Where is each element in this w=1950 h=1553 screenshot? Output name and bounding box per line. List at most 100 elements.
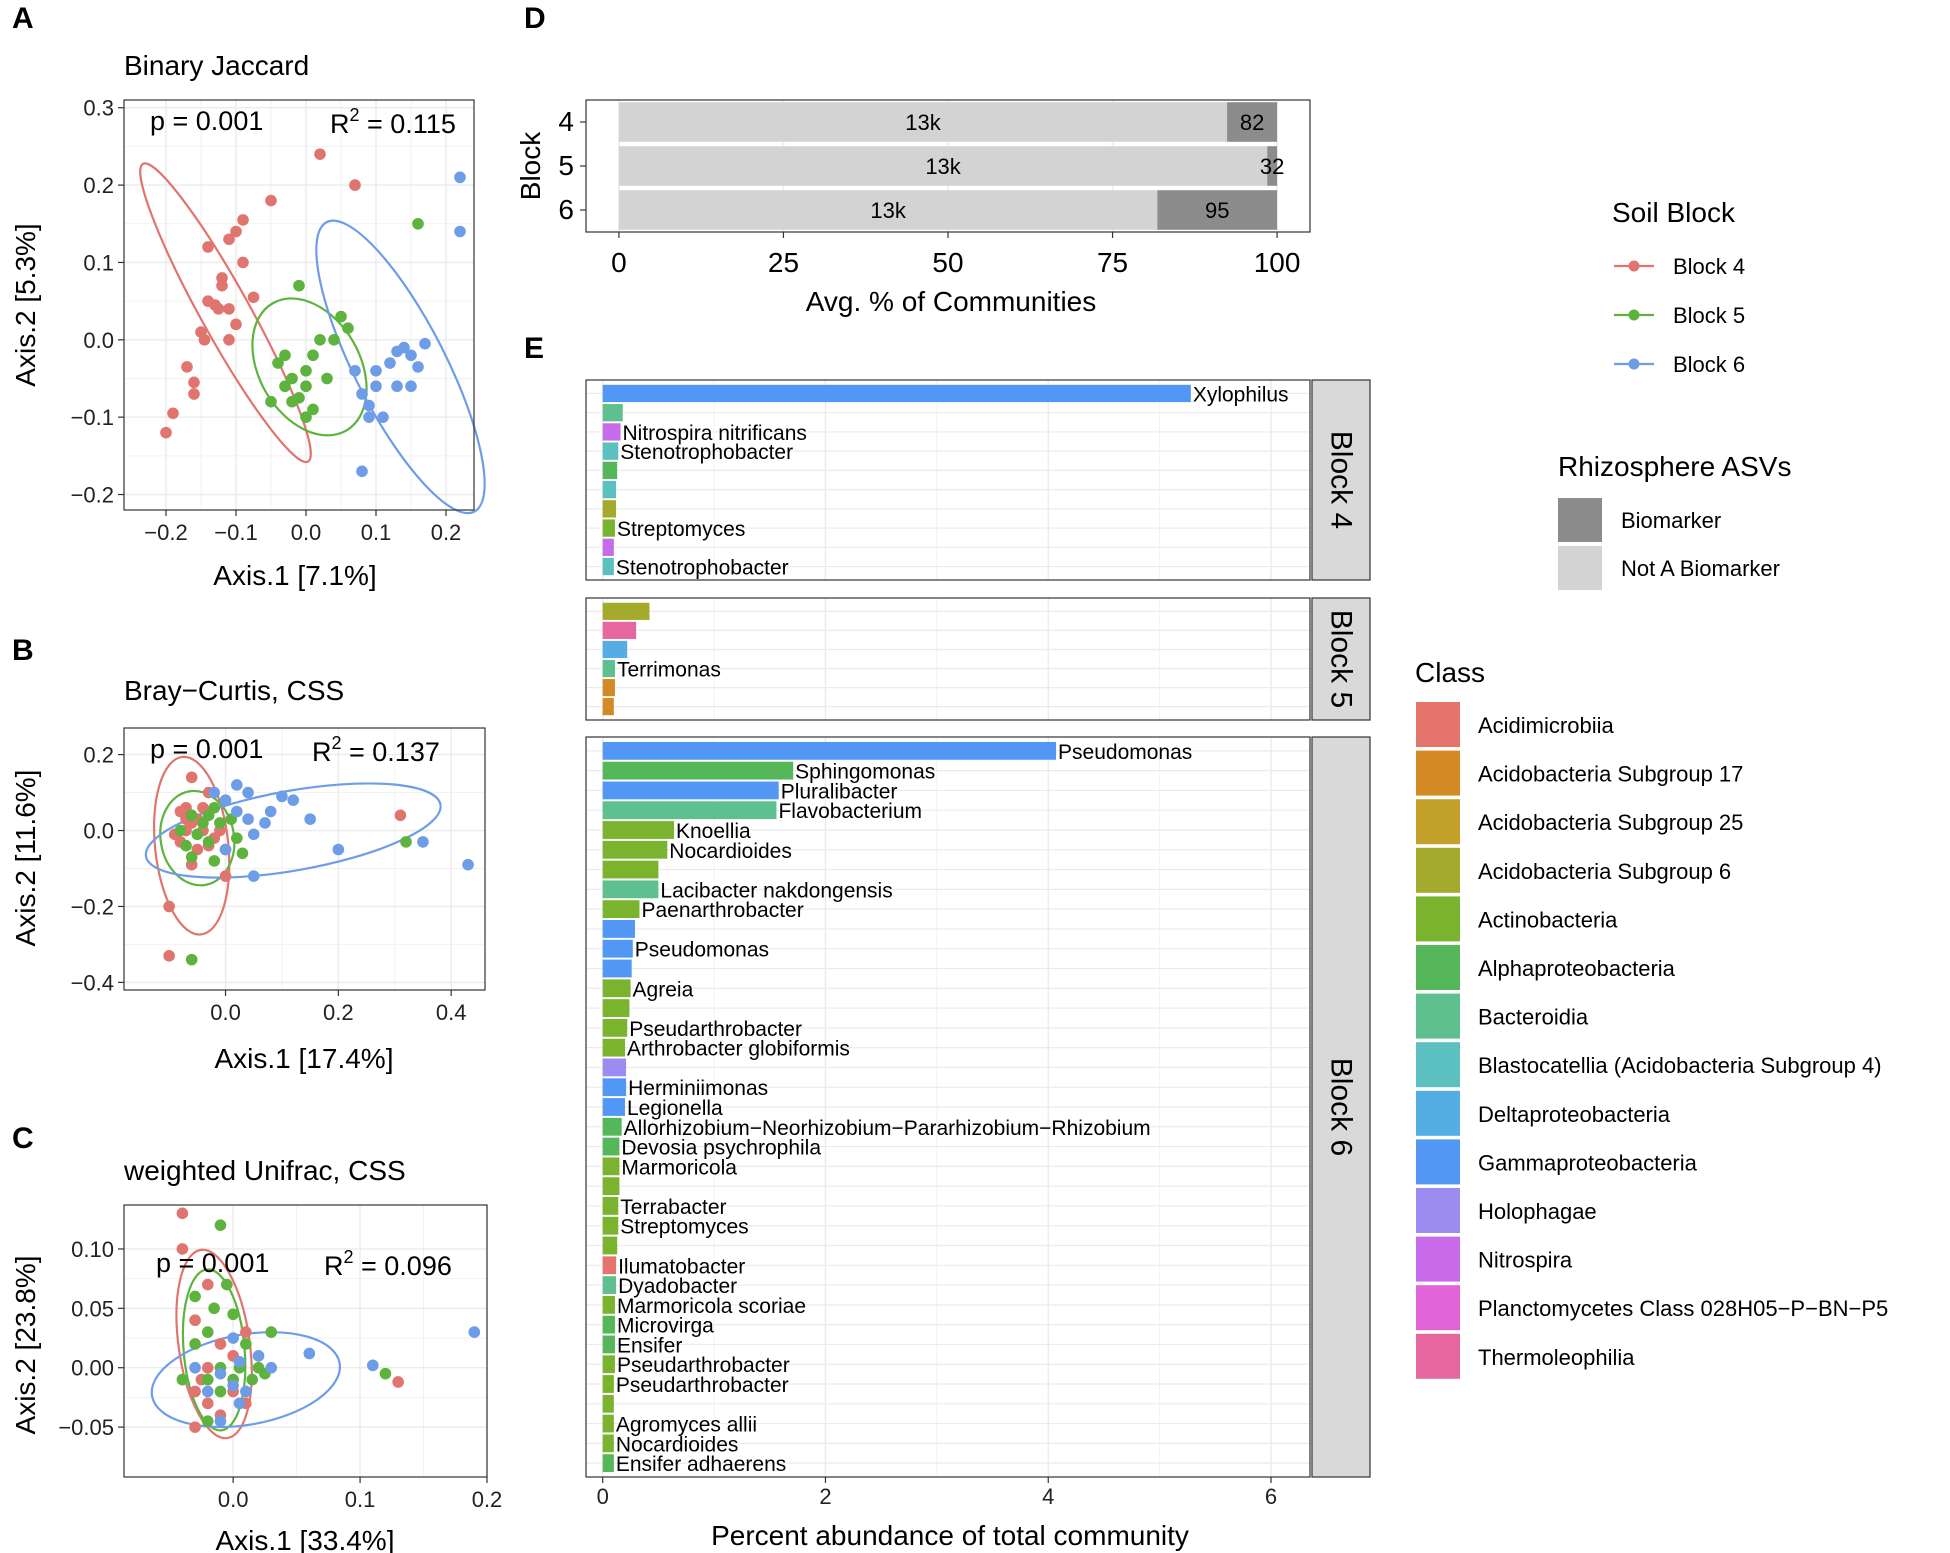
legend-class: Class Acidimicrobiia Acidobacteria Subgrou… <box>1415 657 1888 1379</box>
plot-background <box>124 100 474 510</box>
x-tick-label: 4 <box>1042 1484 1054 1509</box>
bar-block-4-biomarker <box>1227 102 1278 142</box>
point-block-6 <box>240 1385 252 1398</box>
legend-rhizosphere: Rhizosphere ASVs Biomarker Not A Biomarker <box>1558 451 1791 590</box>
point-block-4 <box>167 407 179 420</box>
legend-key-gammaproteobacteria <box>1416 1139 1460 1185</box>
point-block-5 <box>202 809 215 822</box>
legend-key-deltaproteobacteria <box>1416 1090 1460 1136</box>
facet-border <box>585 736 1311 1478</box>
point-block-5 <box>300 380 312 393</box>
point-block-5 <box>201 1326 214 1338</box>
point-block-4 <box>394 809 407 822</box>
facet-strip-label: Block 5 <box>1325 610 1358 708</box>
point-block-6 <box>189 1361 201 1374</box>
bar-block-5-not-a-biomarker <box>618 146 1268 186</box>
panel-label-e: E <box>524 332 544 365</box>
point-block-4 <box>230 318 242 331</box>
bar-label: Agromyces allii <box>616 1414 757 1437</box>
bar-label: 13k <box>870 198 906 223</box>
r2-value: R2 = 0.115 <box>330 105 456 139</box>
legend-key-alphaproteobacteria <box>1416 945 1460 990</box>
bar-paenarthrobacter <box>602 900 640 919</box>
legend-label: Planctomycetes Class 028H05−P−BN−P5 <box>1478 1296 1888 1321</box>
legend-title: Class <box>1415 657 1485 688</box>
point-block-6 <box>303 1347 316 1360</box>
panel-title: Bray−Curtis, CSS <box>124 675 344 706</box>
legend-label: Not A Biomarker <box>1621 556 1780 581</box>
x-tick-label: −0.1 <box>214 520 257 545</box>
y-tick-label: 0.00 <box>71 1356 114 1381</box>
point-block-6 <box>366 1359 379 1372</box>
point-block-6 <box>247 828 260 841</box>
point-block-6 <box>276 790 288 803</box>
legend-label: Biomarker <box>1621 508 1721 533</box>
x-tick-label: 0.2 <box>323 1000 354 1025</box>
bar-knoellia <box>602 821 674 839</box>
point-block-5 <box>191 828 204 841</box>
scatter-panel-b: 0.0 0.2 0.4 −0.4 −0.2 0.0 0.2 Bray−Curtis, CSS p… <box>10 675 486 1074</box>
point-block-4 <box>237 214 249 226</box>
legend-soil-block: Soil Block Block 4 Block 5 Block 6 <box>1612 197 1745 377</box>
bar-label: Pseudomonas <box>1058 741 1192 764</box>
bar-label: Legionella <box>627 1097 723 1120</box>
x-axis-label: Axis.1 [17.4%] <box>215 1043 394 1074</box>
legend-key-acidimicrobiia <box>1416 702 1460 747</box>
bar-label: Sphingomonas <box>795 761 935 784</box>
bar-block-6-not-a-biomarker <box>618 190 1158 230</box>
point-block-5 <box>307 349 319 362</box>
bar-devosia-psychrophila <box>602 1137 620 1156</box>
point-block-5 <box>201 1415 214 1427</box>
bar-agromyces-allii <box>602 1414 614 1433</box>
point-block-5 <box>293 279 305 292</box>
point-block-5 <box>342 322 354 335</box>
point-block-6 <box>233 1355 246 1368</box>
bar-actinobacteria <box>602 860 659 879</box>
point-block-4 <box>237 256 249 269</box>
bar-gammaproteobacteria <box>602 920 636 938</box>
bar-label: Pseudarthrobacter <box>629 1018 802 1041</box>
bar-nocardioides <box>602 840 668 859</box>
scatter-panel-c: 0.0 0.1 0.2 −0.05 0.00 0.05 0.10 weighted Unifr… <box>10 1155 502 1553</box>
x-tick-label: 0 <box>597 1484 609 1509</box>
p-value: p = 0.001 <box>150 734 263 764</box>
legend-label: Blastocatellia (Acidobacteria Subgroup 4… <box>1478 1053 1882 1078</box>
bar-label: Terrimonas <box>617 659 721 682</box>
point-block-6 <box>233 1397 246 1410</box>
y-axis-label: Axis.2 [11.6%] <box>10 770 41 947</box>
bar-acidobacteria-subgroup-6 <box>602 602 650 620</box>
bar-stenotrophobacter <box>602 557 614 576</box>
x-axis-label: Percent abundance of total community <box>711 1520 1189 1551</box>
point-block-6 <box>384 357 396 369</box>
bar-xylophilus <box>602 384 1191 403</box>
point-block-4 <box>181 361 193 373</box>
point-block-5 <box>286 372 298 385</box>
point-block-5 <box>379 1367 392 1380</box>
x-tick-label: 0 <box>611 247 627 278</box>
r2-value: R2 = 0.096 <box>324 1247 452 1281</box>
legend-label: Thermoleophilia <box>1478 1345 1635 1370</box>
x-tick-label: 75 <box>1097 247 1128 278</box>
point-block-6 <box>265 1361 278 1374</box>
y-tick-label: 0.1 <box>83 250 114 275</box>
bar-lacibacter-nakdongensis <box>602 880 659 899</box>
bar-herminiimonas <box>602 1078 627 1097</box>
point-block-5 <box>321 372 333 385</box>
point-block-4 <box>176 1243 189 1255</box>
facet-border <box>585 379 1311 581</box>
point-block-5 <box>231 832 243 844</box>
point-block-5 <box>180 839 192 852</box>
y-tick-label: −0.1 <box>71 405 114 430</box>
bar-label: Xylophilus <box>1193 383 1289 406</box>
point-block-6 <box>287 794 300 806</box>
bar-streptomyces <box>602 519 615 537</box>
bar-actinobacteria <box>602 1236 618 1255</box>
point-block-6 <box>391 380 403 393</box>
bar-label: Pseudarthrobacter <box>616 1374 789 1397</box>
point-block-4 <box>240 1326 252 1338</box>
bar-pseudarthrobacter <box>602 1355 615 1374</box>
point-block-6 <box>363 411 375 423</box>
facet-strip-label: Block 4 <box>1325 431 1358 529</box>
point-block-6 <box>247 870 260 882</box>
bar-blastocatellia-acidobacteria-subgroup-4 <box>602 480 617 499</box>
